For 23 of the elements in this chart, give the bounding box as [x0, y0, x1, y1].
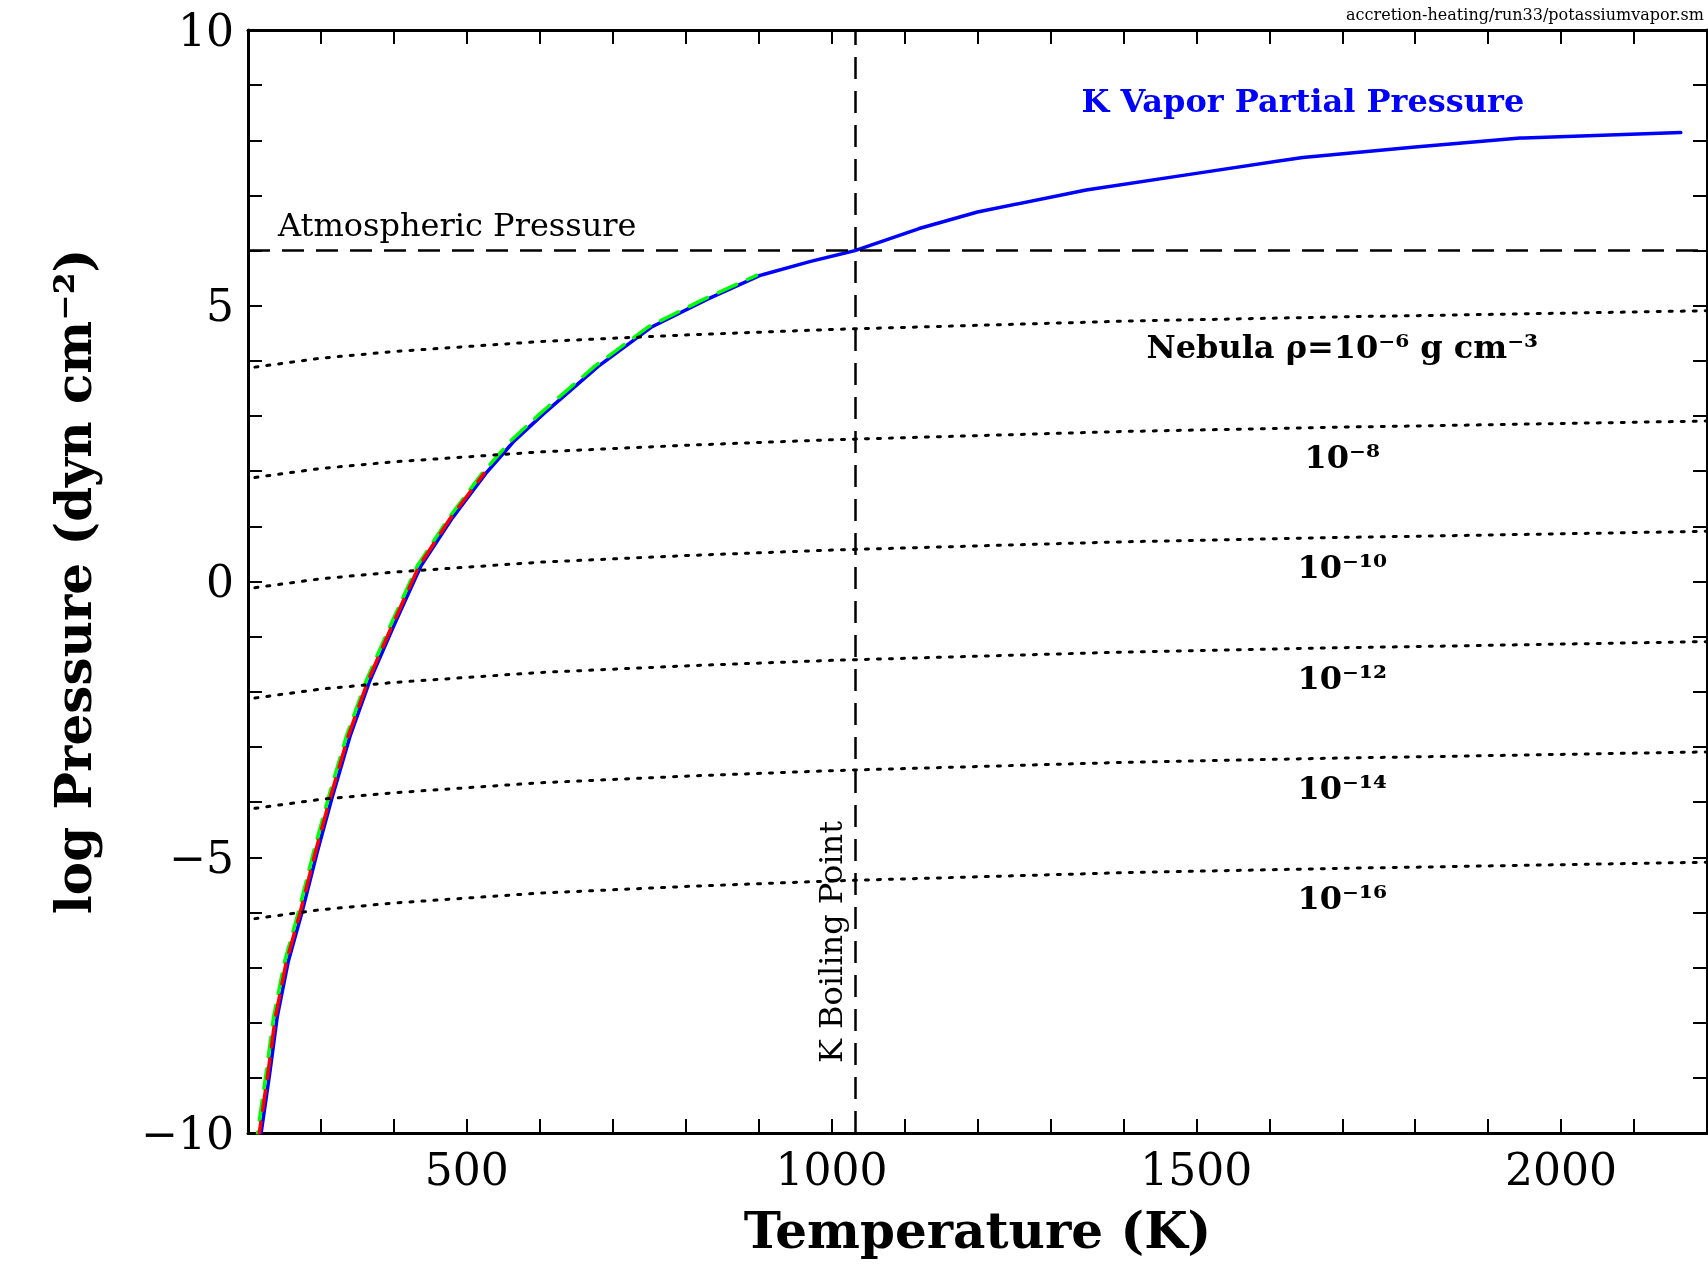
x-tick-label: 1500 — [1140, 1143, 1253, 1195]
series-label: 10⁻¹⁶ — [1297, 879, 1387, 918]
y-tick-label: 0 — [206, 556, 234, 607]
text: accretion-heating/run33/potassiumvapor.sm — [1346, 4, 1705, 24]
series-label: 10⁻¹² — [1297, 658, 1387, 697]
series-label: 10⁻¹⁴ — [1297, 768, 1387, 807]
y-tick-label: −10 — [141, 1107, 234, 1159]
x-tick-label: 500 — [424, 1143, 509, 1195]
series-label: Nebula ρ=10⁻⁶ g cm⁻³ — [1146, 327, 1539, 366]
line-series — [255, 273, 759, 1135]
x-tick-label: 2000 — [1505, 1143, 1618, 1195]
y-tick-label: 5 — [206, 280, 234, 332]
x-axis-title: Temperature (K) — [743, 1200, 1212, 1260]
y-tick-label: 10 — [178, 4, 234, 56]
series-label: 10⁻¹⁰ — [1297, 548, 1387, 587]
ref-line-label: K Boiling Point — [811, 820, 850, 1063]
series-label: K Vapor Partial Pressure — [1081, 82, 1525, 121]
x-tick-label: 1000 — [775, 1143, 888, 1195]
series-label: 10⁻⁸ — [1304, 438, 1380, 477]
y-tick-label: −5 — [169, 831, 234, 883]
ref-line-label: Atmospheric Pressure — [277, 205, 637, 244]
y-axis-title: log Pressure (dyn cm⁻²) — [43, 248, 103, 915]
line-series — [257, 471, 486, 1135]
